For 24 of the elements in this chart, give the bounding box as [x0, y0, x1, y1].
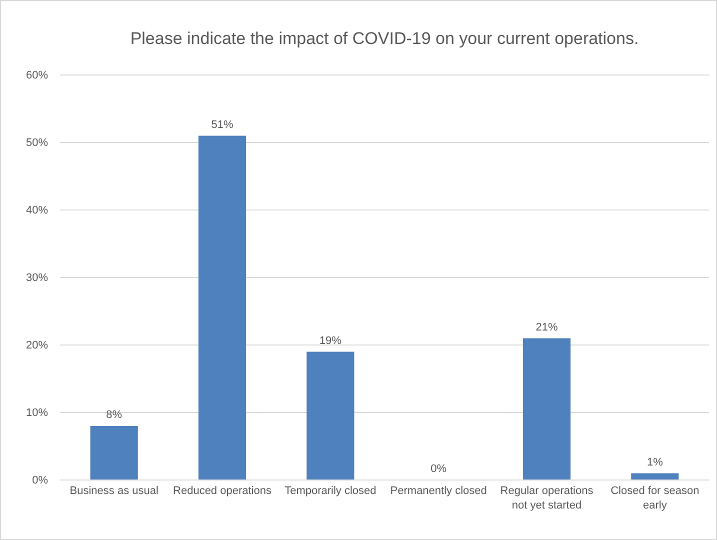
- bar: [306, 352, 354, 480]
- bar: [198, 136, 246, 480]
- x-tick-label: Permanently closed: [390, 485, 487, 497]
- data-label: 19%: [319, 334, 342, 347]
- chart-title: Please indicate the impact of COVID-19 on your current operations.: [130, 29, 639, 48]
- y-tick-label: 60%: [26, 70, 48, 82]
- data-label: 8%: [106, 409, 122, 421]
- y-tick-label: 50%: [26, 137, 48, 150]
- x-tick-label: Temporarily closed: [284, 485, 376, 497]
- data-label: 21%: [536, 321, 558, 334]
- y-tick-label: 30%: [26, 272, 48, 284]
- data-label: 51%: [211, 118, 234, 131]
- x-tick-label: Regular operations not yet started: [500, 485, 594, 512]
- data-label: 0%: [430, 463, 447, 475]
- y-tick-label: 10%: [26, 407, 48, 420]
- x-tick-label: Reduced operations: [173, 485, 272, 497]
- bar: [522, 338, 571, 480]
- x-tick-label: Business as usual: [70, 485, 158, 497]
- y-tick-label: 40%: [26, 204, 48, 217]
- y-tick-label: 20%: [26, 340, 48, 352]
- data-label: 1%: [646, 456, 664, 468]
- y-tick-label: 0%: [32, 474, 48, 487]
- bar: [90, 426, 138, 480]
- x-tick-label: Closed for season early: [610, 485, 700, 512]
